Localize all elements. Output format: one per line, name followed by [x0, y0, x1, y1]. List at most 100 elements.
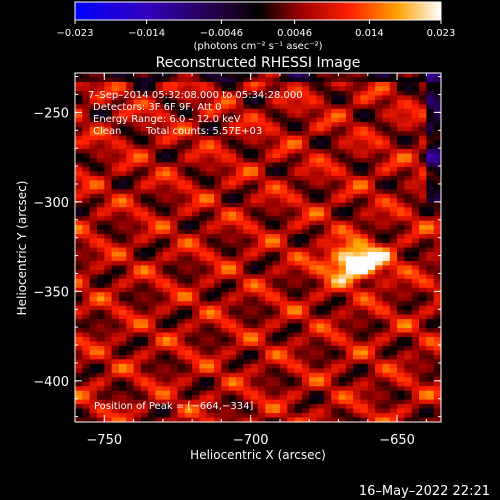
heatmap-cell [353, 184, 361, 190]
heatmap-cell [404, 158, 413, 163]
heatmap-cell [279, 104, 288, 110]
heatmap-cell [426, 122, 435, 128]
heatmap-cell [89, 301, 98, 307]
heatmap-cell [162, 269, 171, 275]
heatmap-cell [294, 251, 303, 257]
heatmap-cell [170, 399, 178, 405]
heatmap-cell [397, 153, 405, 159]
heatmap-cell [279, 153, 288, 159]
heatmap-cell [118, 354, 127, 360]
heatmap-cell [162, 368, 171, 374]
heatmap-cell [155, 108, 164, 114]
heatmap-cell [155, 381, 164, 387]
heatmap-cell [360, 314, 369, 320]
heatmap-cell [243, 368, 252, 374]
heatmap-cell [397, 417, 405, 423]
heatmap-cell [89, 202, 98, 208]
heatmap-cell [192, 90, 200, 96]
heatmap-cell [140, 180, 149, 186]
heatmap-cell [426, 390, 435, 396]
heatmap-cell [375, 225, 383, 230]
heatmap-cell [170, 81, 178, 87]
heatmap-cell [433, 350, 442, 356]
heatmap-cell [382, 301, 391, 307]
heatmap-cell [177, 117, 186, 123]
heatmap-cell [382, 225, 391, 230]
heatmap-cell [214, 99, 222, 105]
heatmap-cell [404, 381, 413, 387]
heatmap-cell [96, 180, 105, 186]
heatmap-cell [433, 198, 442, 204]
heatmap-cell [287, 350, 295, 356]
heatmap-cell [104, 234, 112, 239]
heatmap-cell [294, 328, 303, 333]
heatmap-cell [228, 274, 237, 280]
heatmap-cell [111, 345, 120, 351]
heatmap-cell [228, 404, 237, 409]
heatmap-cell [419, 220, 427, 226]
heatmap-cell [148, 381, 156, 387]
heatmap-cell [323, 354, 332, 360]
heatmap-cell [323, 122, 332, 128]
heatmap-cell [96, 265, 105, 271]
heatmap-cell [96, 144, 105, 150]
heatmap-cell [265, 319, 273, 324]
heatmap-cell [389, 77, 398, 83]
heatmap-cell [301, 122, 310, 128]
heatmap-cell [104, 323, 112, 329]
heatmap-cell [104, 135, 112, 141]
heatmap-cell [265, 332, 273, 338]
heatmap-cell [419, 332, 427, 338]
heatmap-cell [411, 336, 420, 342]
heatmap-cell [104, 216, 112, 221]
heatmap-cell [155, 229, 164, 235]
heatmap-cell [82, 126, 90, 132]
heatmap-cell [382, 189, 391, 195]
heatmap-cell [375, 126, 383, 132]
heatmap-cell [82, 265, 90, 271]
heatmap-cell [228, 368, 237, 374]
heatmap-cell [133, 283, 142, 289]
heatmap-cell [221, 368, 230, 374]
heatmap-cell [360, 328, 369, 333]
heatmap-cell [155, 193, 164, 199]
heatmap-cell [287, 243, 295, 248]
heatmap-cell [199, 283, 208, 289]
heatmap-cell [118, 269, 127, 275]
heatmap-cell [345, 386, 354, 392]
heatmap-cell [404, 274, 413, 280]
heatmap-cell [411, 404, 420, 409]
heatmap-cell [258, 287, 266, 293]
heatmap-cell [389, 189, 398, 195]
heatmap-cell [243, 354, 252, 360]
heatmap-cell [397, 283, 405, 289]
heatmap-cell [236, 377, 244, 383]
heatmap-cell [75, 108, 83, 114]
heatmap-cell [287, 140, 295, 145]
heatmap-cell [155, 131, 164, 136]
heatmap-cell [404, 238, 413, 244]
heatmap-cell [192, 126, 200, 132]
heatmap-cell [301, 184, 310, 190]
heatmap-cell [192, 95, 200, 101]
heatmap-cell [140, 108, 149, 114]
heatmap-cell [221, 390, 230, 396]
heatmap-cell [272, 417, 281, 423]
heatmap-cell [316, 166, 325, 172]
heatmap-cell [382, 171, 391, 177]
heatmap-cell [338, 247, 347, 253]
heatmap-cell [345, 113, 354, 119]
heatmap-cell [236, 256, 244, 262]
heatmap-cell [192, 144, 200, 150]
heatmap-cell [148, 377, 156, 383]
heatmap-cell [118, 229, 127, 235]
heatmap-cell [221, 256, 230, 262]
heatmap-cell [301, 171, 310, 177]
heatmap-cell [148, 256, 156, 262]
heatmap-cell [433, 345, 442, 351]
heatmap-cell [111, 269, 120, 275]
heatmap-cell [228, 345, 237, 351]
heatmap-cell [89, 117, 98, 123]
heatmap-cell [133, 363, 142, 369]
heatmap-cell [236, 207, 244, 213]
